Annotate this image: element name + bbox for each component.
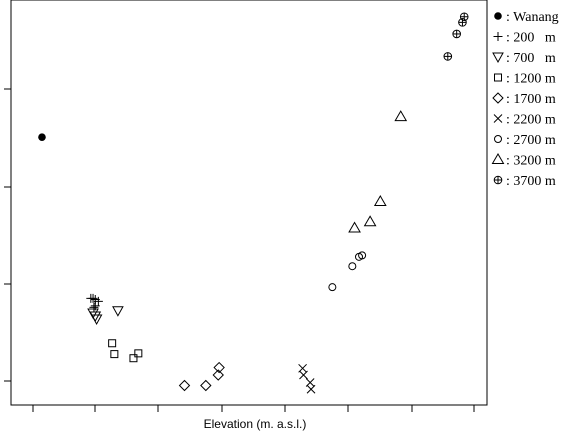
data-point-s8-0 bbox=[443, 52, 453, 61]
data-point-s4-1 bbox=[200, 379, 212, 392]
legend-marker-5 bbox=[493, 114, 503, 123]
legend-marker-8 bbox=[493, 175, 503, 185]
legend-label-5: : 2200 m bbox=[506, 113, 556, 128]
plot-frame bbox=[10, 0, 488, 406]
legend-label-6: : 2700 m bbox=[506, 133, 556, 148]
data-point-s8-1 bbox=[452, 29, 461, 39]
data-point-s7-1 bbox=[363, 215, 377, 227]
x-axis-ticks bbox=[32, 405, 475, 412]
data-point-s5-3 bbox=[306, 384, 316, 394]
legend-marker-3 bbox=[494, 73, 502, 82]
data-point-s3-1 bbox=[110, 350, 119, 359]
legend-marker-2 bbox=[492, 52, 504, 64]
y-axis-ticks bbox=[4, 88, 11, 382]
data-point-s6-0 bbox=[328, 283, 337, 292]
data-point-s3-3 bbox=[134, 349, 143, 358]
legend-marker-1 bbox=[493, 32, 503, 41]
data-point-s1-1 bbox=[88, 293, 98, 303]
legend-label-7: : 3200 m bbox=[506, 154, 556, 169]
legend-marker-6 bbox=[494, 135, 502, 143]
legend-label-1: : 200 m bbox=[506, 31, 556, 46]
data-point-s8-3 bbox=[459, 12, 469, 22]
data-points bbox=[38, 12, 469, 394]
data-point-s3-0 bbox=[108, 339, 117, 348]
legend: : Wanang : 200 m : 700 m : 1200 m : 1700 m : … bbox=[491, 10, 559, 189]
legend-label-3: : 1200 m bbox=[506, 72, 556, 87]
data-point-s0-0 bbox=[38, 133, 46, 141]
data-point-s7-2 bbox=[373, 195, 387, 207]
legend-marker-7 bbox=[491, 153, 505, 164]
x-axis-label: Elevation (m. a.s.l.) bbox=[204, 417, 307, 431]
data-point-s1-4 bbox=[93, 296, 103, 306]
legend-label-8: : 3700 m bbox=[506, 174, 556, 189]
data-point-s4-0 bbox=[178, 379, 191, 392]
data-point-s5-1 bbox=[299, 370, 308, 380]
data-point-s6-1 bbox=[348, 262, 357, 271]
data-point-s7-0 bbox=[348, 221, 361, 233]
legend-label-0: : Wanang bbox=[506, 10, 559, 25]
data-point-s7-3 bbox=[394, 110, 408, 122]
legend-label-4: : 1700 m bbox=[506, 92, 556, 107]
legend-marker-0 bbox=[494, 12, 502, 20]
data-point-s4-3 bbox=[213, 361, 225, 374]
data-point-s2-2 bbox=[90, 314, 103, 325]
legend-label-2: : 700 m bbox=[506, 51, 556, 66]
data-point-s1-5 bbox=[89, 302, 99, 312]
data-point-s6-3 bbox=[358, 251, 367, 260]
data-point-s4-2 bbox=[212, 369, 224, 381]
data-point-s3-2 bbox=[129, 354, 138, 363]
data-point-s8-2 bbox=[458, 18, 467, 27]
data-point-s2-3 bbox=[112, 306, 124, 317]
legend-marker-4 bbox=[492, 92, 504, 104]
